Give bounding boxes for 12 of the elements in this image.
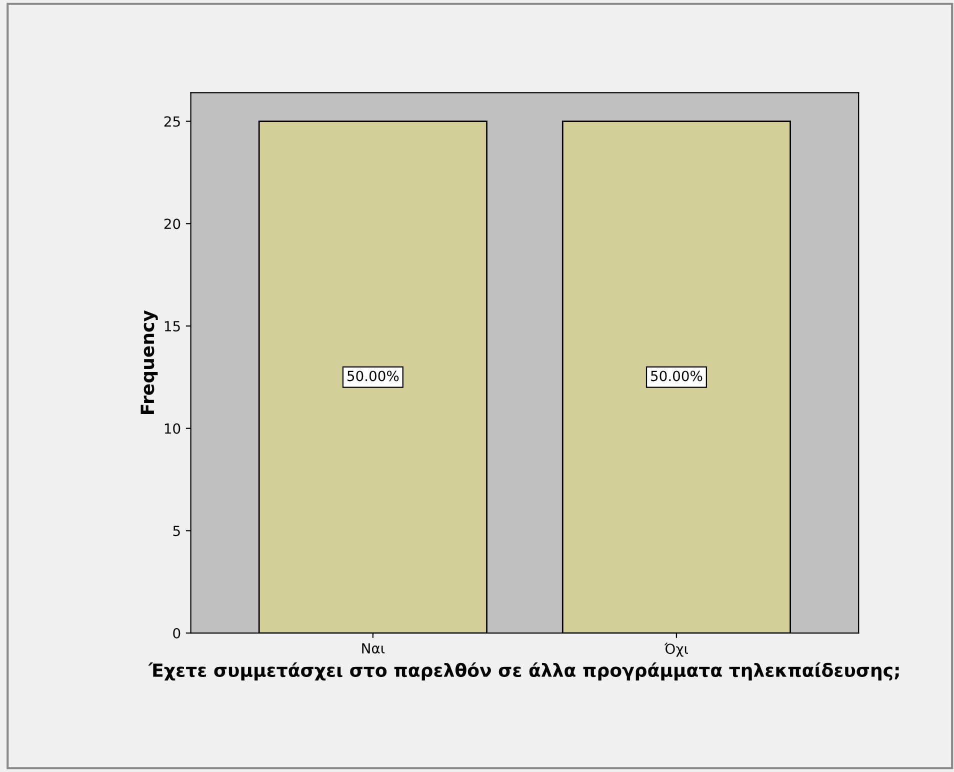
y-tick-label: 0 <box>173 628 180 639</box>
y-tick-label: 25 <box>164 116 180 127</box>
y-tick-label: 5 <box>173 526 180 536</box>
annotation: 50.00% <box>651 370 702 382</box>
y-tick-label: 10 <box>164 423 180 434</box>
y-tick-label: 20 <box>164 218 180 230</box>
annotation: 50.00% <box>348 370 399 382</box>
y-tick-label: 15 <box>164 321 180 332</box>
x-axis-title: Έχετε συμμετάσχει στο παρελθόν σε άλλα προγράμματα τηλεκπαίδευσης; <box>148 662 899 681</box>
x-tick-label: Ναι <box>362 643 385 654</box>
x-tick-label: Όχι <box>664 642 688 657</box>
y-axis-title: Frequency <box>140 310 158 414</box>
